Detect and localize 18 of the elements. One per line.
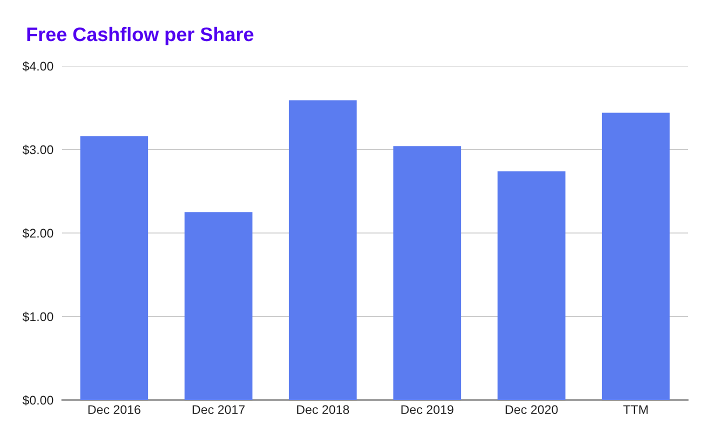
y-tick-label: $3.00 [22, 144, 54, 155]
x-tick-label: Dec 2019 [401, 405, 454, 414]
y-tick-label: $4.00 [22, 61, 54, 72]
x-tick-label: Dec 2017 [192, 405, 245, 414]
bar [184, 212, 252, 400]
bar [602, 112, 670, 400]
x-tick-label: Dec 2016 [88, 405, 140, 414]
bar [288, 100, 357, 400]
x-tick-label: Dec 2020 [506, 405, 558, 414]
x-tick-label: Dec 2018 [297, 405, 350, 414]
bar [498, 171, 566, 400]
chart-title: Free Cashflow per Share [27, 26, 254, 46]
y-tick-label: $2.00 [22, 228, 54, 238]
bar [80, 136, 148, 400]
bar [393, 146, 462, 400]
y-tick-label: $0.00 [22, 395, 54, 406]
y-tick-label: $1.00 [22, 312, 54, 322]
x-tick-label: TTM [623, 405, 648, 414]
